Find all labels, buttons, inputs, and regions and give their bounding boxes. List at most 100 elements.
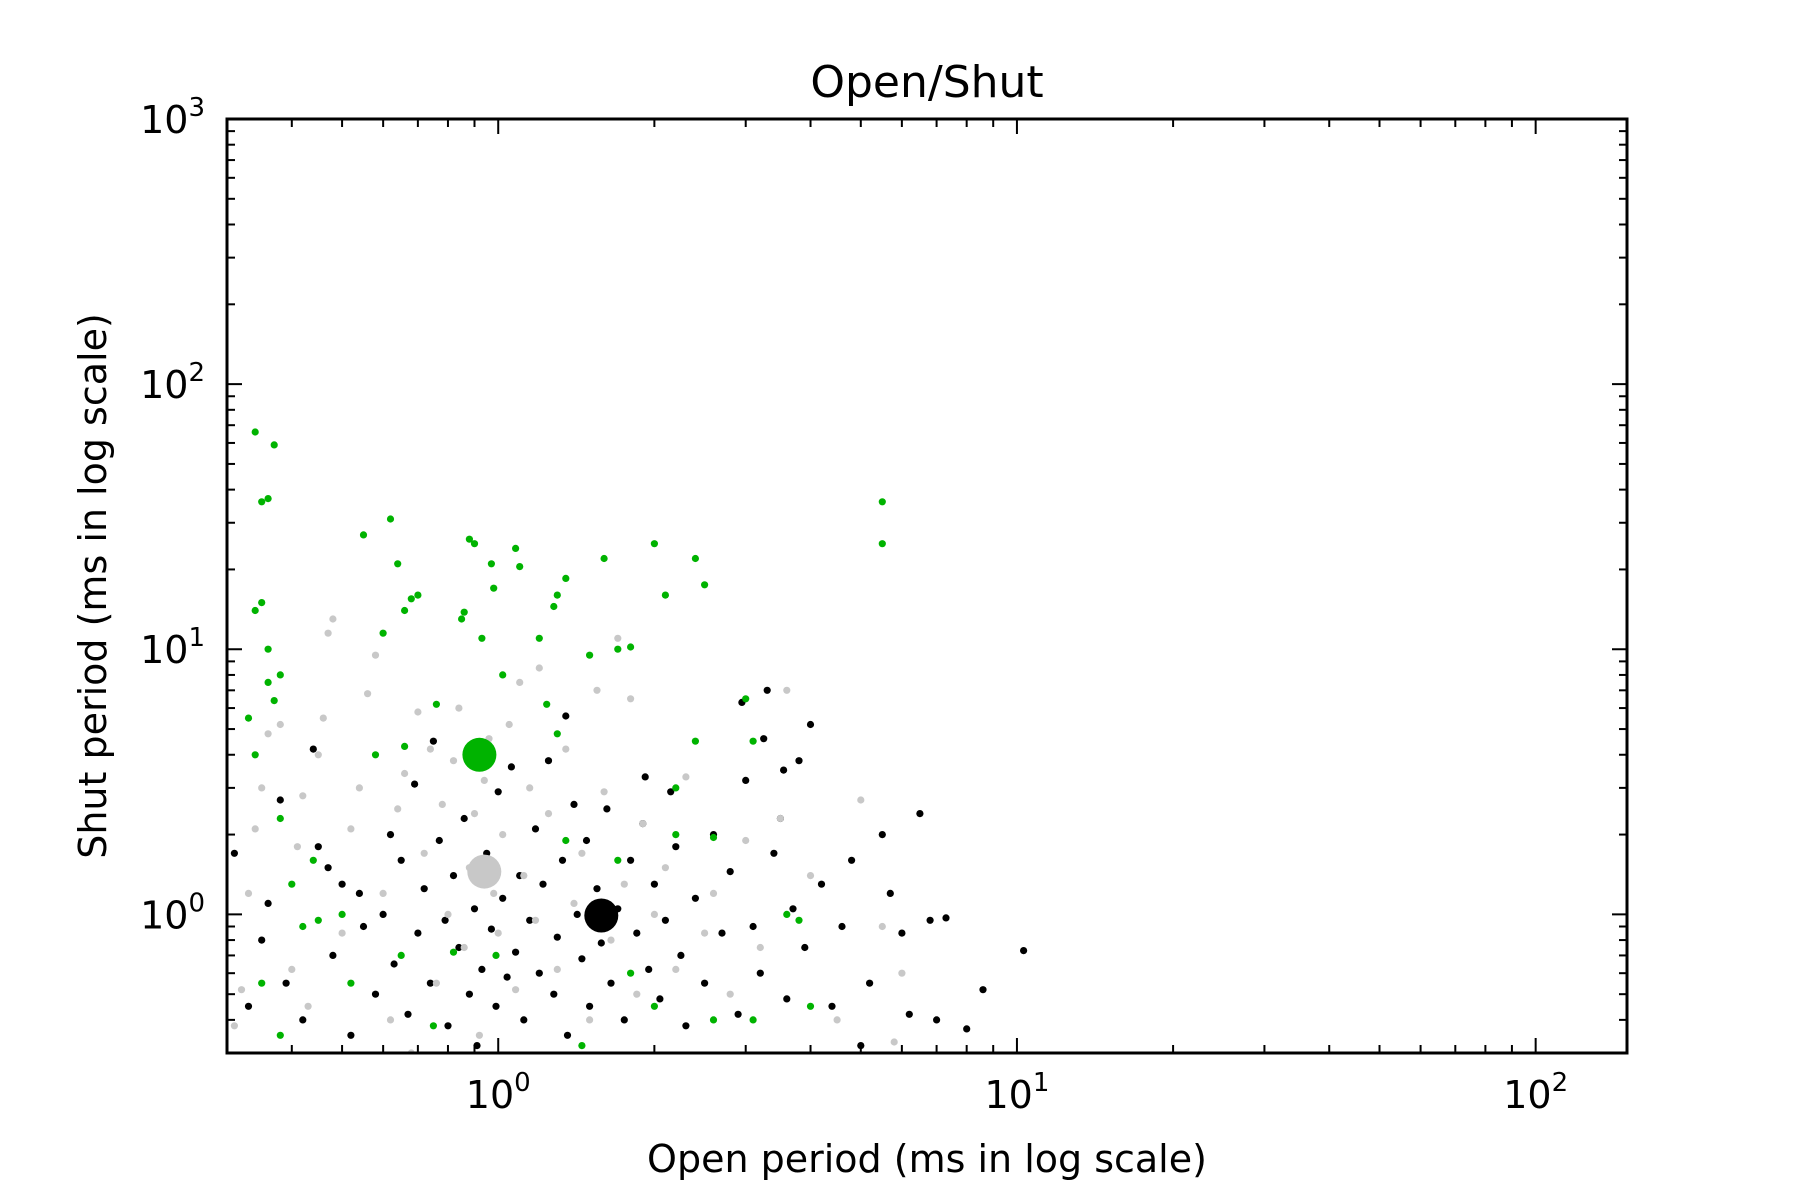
data-point <box>309 745 317 753</box>
data-point <box>526 784 534 792</box>
data-point <box>633 990 641 998</box>
data-point <box>520 1016 528 1024</box>
data-point <box>878 498 886 506</box>
data-point <box>258 936 266 944</box>
data-point <box>478 965 486 974</box>
data-point <box>763 686 771 694</box>
data-point <box>401 606 409 615</box>
data-point <box>338 880 346 888</box>
data-point <box>789 905 797 913</box>
data-point <box>251 428 259 436</box>
data-point <box>641 773 649 781</box>
data-point <box>258 599 266 607</box>
data-point <box>264 495 272 503</box>
data-point <box>414 591 422 599</box>
data-point <box>817 880 826 888</box>
data-point <box>770 849 778 857</box>
data-point <box>490 584 498 592</box>
data-point <box>492 1002 500 1010</box>
data-point <box>661 591 670 599</box>
y-tick-label: 100 <box>140 888 205 937</box>
data-point <box>520 872 528 880</box>
data-point <box>806 872 815 880</box>
data-point <box>783 910 791 919</box>
data-point <box>237 986 246 994</box>
y-tick-label: 103 <box>140 93 205 142</box>
data-point <box>878 831 886 839</box>
data-point <box>760 735 768 743</box>
data-points <box>230 428 1028 1053</box>
data-point <box>726 990 734 998</box>
data-point <box>682 1022 690 1030</box>
y-tick-label: 101 <box>140 623 205 672</box>
data-point <box>386 831 395 839</box>
data-point <box>979 986 987 994</box>
data-point <box>435 836 443 845</box>
data-point <box>701 929 709 937</box>
data-point <box>251 751 259 759</box>
data-point <box>749 922 757 931</box>
data-point <box>438 800 446 809</box>
data-point <box>531 825 540 833</box>
data-point <box>314 751 322 759</box>
data-point <box>299 792 307 800</box>
data-point <box>359 922 368 931</box>
data-point <box>288 965 296 974</box>
data-point <box>806 720 815 729</box>
data-point <box>570 800 578 809</box>
data-point <box>578 849 586 857</box>
data-point <box>544 810 553 818</box>
data-point <box>487 925 495 933</box>
data-point <box>364 690 372 698</box>
data-point <box>562 574 570 583</box>
data-point <box>487 560 495 568</box>
data-point <box>441 916 449 924</box>
data-point <box>511 544 520 553</box>
data-point <box>455 943 463 952</box>
data-point <box>397 951 405 960</box>
data-point <box>620 1016 628 1024</box>
mean-marker <box>584 898 619 933</box>
data-point <box>347 979 355 987</box>
data-point <box>258 979 266 987</box>
y-tick-label: 102 <box>140 358 205 407</box>
data-point <box>672 843 680 851</box>
data-point <box>414 929 422 937</box>
data-point <box>650 910 659 919</box>
data-point <box>833 1016 841 1024</box>
data-point <box>600 788 608 796</box>
data-point <box>607 936 615 944</box>
data-point <box>691 737 700 745</box>
data-point <box>553 591 561 599</box>
data-point <box>404 1010 412 1018</box>
data-point <box>586 1002 594 1010</box>
data-point <box>539 880 547 888</box>
data-point <box>299 922 307 931</box>
data-point <box>499 671 507 679</box>
data-point <box>432 700 440 708</box>
data-point <box>429 737 437 745</box>
data-point <box>355 889 363 898</box>
data-point <box>276 720 284 729</box>
data-point <box>661 916 670 924</box>
chart-title: Open/Shut <box>810 57 1043 108</box>
data-point <box>709 833 718 842</box>
data-point <box>742 695 750 703</box>
data-point <box>866 979 874 987</box>
data-point <box>338 910 346 919</box>
data-point <box>586 651 594 659</box>
data-point <box>314 843 322 851</box>
data-point <box>593 686 601 694</box>
x-tick-label: 100 <box>466 1068 531 1117</box>
y-axis-label: Shut period (ms in log scale) <box>71 313 115 859</box>
data-point <box>650 1002 659 1010</box>
data-point <box>620 880 628 888</box>
data-point <box>390 960 398 968</box>
data-point <box>329 615 337 623</box>
x-tick-label: 102 <box>1503 1068 1568 1117</box>
data-point <box>329 951 337 960</box>
data-point <box>795 916 803 924</box>
data-point <box>550 990 558 998</box>
data-point <box>516 678 524 687</box>
data-point <box>379 629 387 637</box>
